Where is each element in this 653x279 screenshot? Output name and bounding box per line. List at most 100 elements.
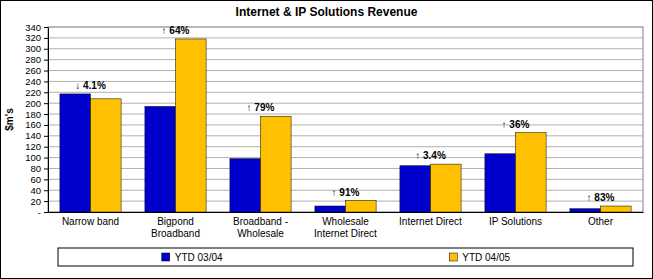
x-tick: Other [588, 212, 614, 227]
grid-line [48, 157, 643, 158]
bar [346, 201, 377, 212]
grid-line [48, 124, 643, 125]
bar [261, 116, 292, 212]
y-tick-label: 300 [25, 43, 41, 54]
legend-swatch [162, 253, 170, 261]
grid-line [48, 37, 643, 38]
y-tick-mark [44, 147, 48, 148]
bar [400, 166, 431, 212]
x-tick-label: Narrow band [62, 216, 119, 227]
y-tick: 120 [25, 141, 48, 152]
y-tick: 220 [25, 87, 48, 98]
y-tick-mark [44, 114, 48, 115]
x-tick: Broadband -Wholesale [233, 212, 288, 239]
y-tick-label: 180 [25, 109, 41, 120]
grid-line [48, 168, 643, 169]
y-tick-mark [44, 81, 48, 82]
y-tick-label: 40 [30, 185, 41, 196]
y-axis-line [48, 28, 49, 213]
y-axis: -204060801001201401601802002202402602803… [25, 22, 48, 218]
y-tick-mark [44, 92, 48, 93]
x-tick-label: BigpondBroadband [151, 216, 200, 239]
legend: YTD 03/04YTD 04/05 [58, 248, 633, 266]
y-tick-label: - [38, 207, 41, 218]
y-tick-label: 120 [25, 141, 41, 152]
y-tick-mark [44, 212, 48, 213]
grid-line [48, 179, 643, 180]
bar [145, 106, 176, 212]
bar [516, 133, 547, 212]
grid-line [48, 27, 643, 28]
legend-swatch [449, 253, 457, 261]
y-tick: 140 [25, 130, 48, 141]
y-axis-title: $m's [4, 108, 15, 131]
y-tick-label: 140 [25, 130, 41, 141]
y-tick: 240 [25, 76, 48, 87]
grid-line [48, 59, 643, 60]
bars [60, 39, 631, 212]
x-tick-label: Broadband -Wholesale [233, 216, 288, 239]
x-tick-label: WholesaleInternet Direct [314, 216, 377, 239]
y-tick: 300 [25, 43, 48, 54]
y-tick: 280 [25, 54, 48, 65]
grid-line [48, 70, 643, 71]
plot-area [48, 27, 643, 212]
x-tick: Narrow band [62, 212, 119, 227]
y-tick-label: 60 [30, 174, 41, 185]
y-tick: 180 [25, 109, 48, 120]
bar [601, 206, 632, 212]
grid-line [48, 92, 643, 93]
x-tick: Internet Direct [399, 212, 462, 227]
x-tick: BigpondBroadband [151, 212, 200, 239]
y-tick-mark [44, 179, 48, 180]
y-tick-mark [44, 49, 48, 50]
y-tick: 320 [25, 32, 48, 43]
y-tick: 260 [25, 65, 48, 76]
y-tick: 200 [25, 98, 48, 109]
y-tick-mark [44, 60, 48, 61]
y-tick-mark [44, 103, 48, 104]
x-tick: WholesaleInternet Direct [314, 212, 377, 239]
y-tick-label: 80 [30, 163, 41, 174]
y-tick-label: 280 [25, 54, 41, 65]
grid-line [48, 48, 643, 49]
bar [431, 164, 462, 212]
y-tick-label: 320 [25, 32, 41, 43]
chart-frame [1, 1, 653, 279]
grid [48, 27, 643, 212]
annotation: ↑ 36% [502, 119, 530, 130]
y-tick-mark [44, 168, 48, 169]
bar [485, 154, 516, 212]
y-tick-label: 220 [25, 87, 41, 98]
x-axis-line [49, 212, 644, 213]
y-tick: - [38, 207, 48, 218]
grid-line [48, 103, 643, 104]
y-tick-label: 20 [30, 196, 41, 207]
x-axis: Narrow band BigpondBroadband Broadband -Wh… [49, 212, 644, 239]
bar [230, 159, 261, 212]
x-tick-label: IP Solutions [489, 216, 542, 227]
bar [570, 209, 601, 212]
y-tick-label: 200 [25, 98, 41, 109]
annotation: ↑ 83% [587, 192, 615, 203]
annotation: ↑ 64% [162, 25, 190, 36]
y-tick-mark [44, 136, 48, 137]
y-tick-label: 260 [25, 65, 41, 76]
x-tick-label: Internet Direct [399, 216, 462, 227]
y-tick-label: 100 [25, 152, 41, 163]
y-tick-label: 240 [25, 76, 41, 87]
x-tick-label: Other [588, 216, 614, 227]
annotation: ↑ 91% [332, 187, 360, 198]
grid-line [48, 81, 643, 82]
y-tick-mark [44, 201, 48, 202]
y-tick: 160 [25, 119, 48, 130]
annotation: ↓ 4.1% [75, 80, 106, 91]
legend-label: YTD 04/05 [462, 252, 510, 263]
annotation: ↑ 3.4% [415, 150, 446, 161]
x-tick: IP Solutions [489, 212, 542, 227]
y-tick-label: 340 [25, 22, 41, 33]
y-tick: 20 [30, 196, 48, 207]
bar [60, 94, 91, 212]
grid-line [48, 114, 643, 115]
bar [176, 39, 207, 212]
